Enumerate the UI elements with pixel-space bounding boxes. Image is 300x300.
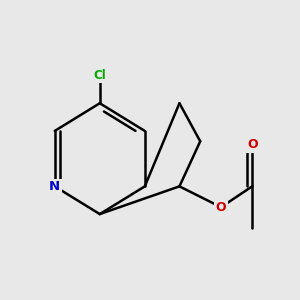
Text: O: O: [216, 201, 226, 214]
Text: N: N: [49, 180, 60, 193]
Text: Cl: Cl: [93, 69, 106, 82]
Text: O: O: [247, 138, 257, 151]
